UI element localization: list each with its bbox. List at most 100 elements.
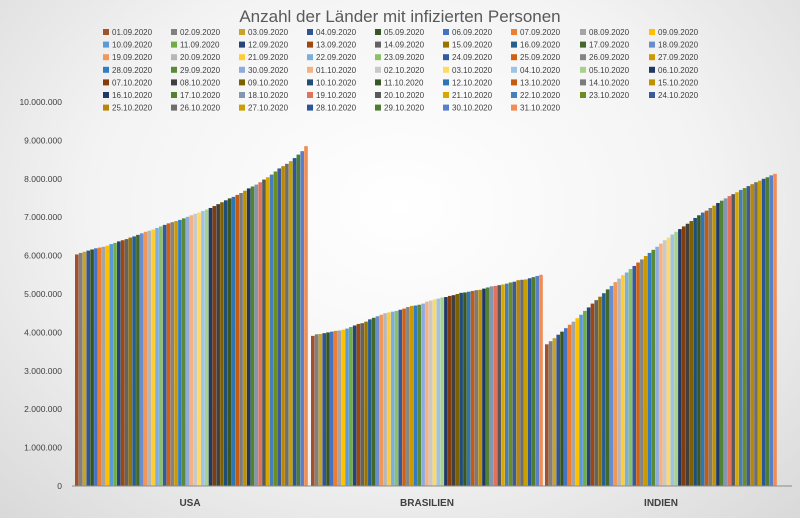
bar — [246, 188, 251, 486]
legend-label: 18.09.2020 — [658, 41, 699, 50]
bar — [463, 292, 467, 486]
bar — [185, 216, 190, 486]
legend-swatch — [580, 41, 586, 48]
legend-swatch — [171, 104, 177, 111]
legend-label: 26.10.2020 — [180, 104, 221, 113]
bar — [101, 246, 106, 486]
bar — [773, 173, 777, 486]
x-category-label: INDIEN — [644, 498, 678, 509]
bar — [371, 317, 376, 486]
bar — [333, 330, 338, 486]
bar — [501, 284, 505, 486]
legend-label: 23.10.2020 — [589, 91, 630, 100]
bar — [621, 275, 625, 486]
bar — [617, 278, 621, 486]
bar — [750, 184, 754, 486]
bar — [548, 341, 553, 486]
legend-swatch — [171, 66, 177, 73]
bar — [655, 246, 659, 486]
legend-label: 13.09.2020 — [316, 41, 357, 50]
bar — [757, 180, 762, 486]
legend-label: 29.09.2020 — [180, 66, 221, 75]
bar — [697, 215, 701, 486]
bar — [470, 290, 475, 486]
bar — [379, 314, 384, 486]
legend-label: 21.10.2020 — [452, 91, 493, 100]
bar — [258, 182, 262, 486]
legend-swatch — [307, 66, 313, 73]
legend-swatch — [171, 54, 177, 61]
bar — [447, 295, 452, 486]
legend-swatch — [239, 54, 245, 61]
bar — [482, 288, 486, 486]
bar — [235, 194, 240, 486]
bar — [398, 309, 403, 486]
chart-legend: 01.09.2020 02.09.2020 03.09.2020 04.09.2020… — [103, 28, 699, 113]
legend-label: 09.09.2020 — [658, 28, 699, 37]
bar — [571, 321, 576, 486]
legend-swatch — [307, 104, 313, 111]
legend-label: 10.09.2020 — [112, 41, 153, 50]
legend-label: 07.10.2020 — [112, 78, 153, 87]
legend-label: 03.09.2020 — [248, 28, 289, 37]
bar — [193, 213, 198, 487]
legend-label: 04.10.2020 — [520, 66, 561, 75]
bar — [727, 196, 732, 486]
bar — [651, 249, 656, 486]
bar — [322, 333, 327, 486]
bar — [700, 212, 705, 486]
legend-swatch — [511, 79, 517, 86]
bar — [508, 282, 513, 486]
bar — [436, 298, 441, 486]
bar — [440, 297, 444, 486]
bar — [314, 334, 319, 486]
bar — [485, 287, 490, 486]
bar — [545, 344, 549, 486]
bar — [659, 243, 663, 486]
bar — [735, 192, 739, 487]
legend-label: 29.10.2020 — [384, 104, 425, 113]
legend-swatch — [103, 66, 109, 73]
bar — [769, 175, 773, 486]
bar — [162, 224, 167, 486]
y-tick-label: 3.000.000 — [24, 366, 62, 376]
y-tick-label: 6.000.000 — [24, 251, 62, 261]
bar — [402, 308, 406, 486]
legend-label: 13.10.2020 — [520, 78, 561, 87]
bar — [605, 289, 610, 486]
bar — [666, 237, 671, 486]
legend-label: 25.10.2020 — [112, 104, 153, 113]
bar — [288, 161, 293, 486]
bar — [239, 193, 243, 486]
legend-swatch — [649, 79, 655, 86]
bar — [723, 198, 728, 486]
bar — [497, 285, 501, 486]
legend-label: 24.09.2020 — [452, 53, 493, 62]
bar — [765, 177, 770, 486]
bar — [602, 293, 606, 486]
legend-label: 08.09.2020 — [589, 28, 630, 37]
legend-swatch — [443, 54, 449, 61]
legend-swatch — [375, 41, 381, 48]
bar — [292, 158, 297, 486]
bar — [155, 227, 159, 486]
bar — [613, 282, 618, 486]
bar — [531, 277, 536, 486]
x-axis: USA BRASILIEN INDIEN — [179, 498, 678, 509]
bar — [394, 310, 399, 486]
legend-swatch — [375, 92, 381, 98]
bar — [586, 307, 591, 486]
bar — [90, 249, 94, 486]
bar — [474, 290, 479, 486]
bar — [742, 188, 747, 486]
bar — [583, 310, 587, 486]
bar — [151, 229, 156, 487]
bar — [349, 327, 353, 486]
bar — [285, 163, 289, 486]
bar — [594, 300, 599, 486]
legend-swatch — [171, 79, 177, 86]
bar — [281, 166, 285, 486]
bar — [685, 223, 690, 487]
legend-label: 19.10.2020 — [316, 91, 357, 100]
